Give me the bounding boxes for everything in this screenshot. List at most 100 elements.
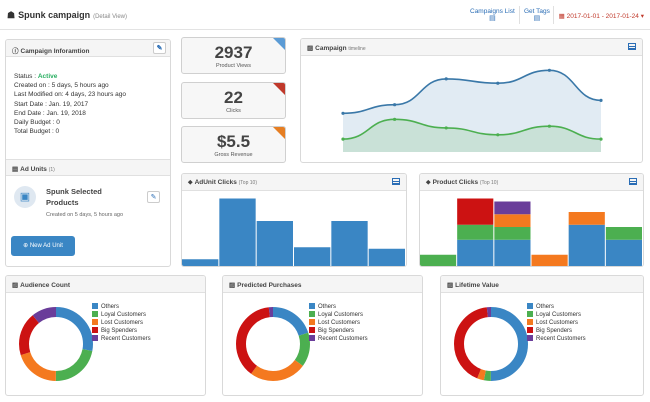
adunit-bar [368,248,405,266]
timeline-line-1 [342,118,602,140]
revenue-corner-icon [273,127,285,139]
donut-slice [236,307,310,381]
lifetime-value-legend: Others Loyal Customers Lost Customers Bi… [527,303,586,343]
timeline-area-0 [343,70,601,152]
legend-swatch [92,311,98,317]
table-view-icon[interactable] [629,178,637,185]
legend-swatch [92,335,98,341]
table-view-icon[interactable] [392,178,400,185]
legend-swatch [309,319,315,325]
image-icon: ▣ [14,186,36,208]
clicks-corner-icon [273,83,285,95]
product-bar-segment [494,227,531,240]
campaign-info-panel: ⓘ Campaign Inforamtion ✎ Status : Active … [5,39,171,267]
chart-icon: ▨ [447,282,454,289]
campaigns-list-label: Campaigns List [470,8,515,15]
adunit-clicks-subtitle: (Top 10) [238,180,257,186]
divider [553,6,554,24]
campaigns-list-link[interactable]: Campaigns List ▤ [470,8,515,23]
product-bar-segment [494,239,531,266]
legend-swatch [92,319,98,325]
tag-icon: ⬥ [188,179,193,186]
adunit-clicks-title: AdUnit Clicks [194,179,237,186]
lifetime-value-header: ▨ Lifetime Value [441,276,643,293]
timeline-point [496,81,500,85]
legend-swatch [527,335,533,341]
product-clicks-panel: ⬥ Product Clicks (Top 10) [419,173,644,267]
product-views-card: 2937 Product Views [181,37,286,74]
timeline-point [341,137,345,141]
legend-swatch [527,303,533,309]
audience-count-donut [19,307,93,381]
timeline-chart [341,68,603,152]
adunit-bar [331,221,368,266]
views-corner-icon [273,38,285,50]
date-range-picker[interactable]: ▦ 2017-01-01 - 2017-01-24 ▾ [559,12,644,20]
status-badge: Active [37,73,58,80]
timeline-header: ▨ Campaign timeline [301,39,642,56]
legend-swatch [309,311,315,317]
legend-item: Lost Customers [92,319,151,327]
ad-unit-name[interactable]: Spunk Selected Products [46,187,102,207]
caret-down-icon: ▾ [640,13,644,20]
legend-item: Loyal Customers [92,311,151,319]
chart-icon: ▨ [229,282,236,289]
page-subtitle: (Detail View) [93,14,127,20]
table-view-icon[interactable] [628,43,636,50]
top-bar: ☗ Spunk campaign (Detail View) Campaigns L… [0,0,650,30]
timeline-point [341,111,345,115]
product-bar-segment [457,239,494,266]
product-bar-segment [457,198,494,225]
chart-icon: ▨ [307,45,314,52]
product-views-value: 2937 [214,43,253,62]
lifetime-value-title: Lifetime Value [455,282,499,289]
campaign-info-title: Campaign Inforamtion [20,48,90,55]
product-bar-segment [457,224,494,240]
product-clicks-subtitle: (Top 10) [479,180,499,186]
legend-item: Big Spenders [92,327,151,335]
timeline-point [393,117,397,121]
get-tags-label: Get Tags [524,8,550,15]
timeline-point [444,77,448,81]
timeline-subtitle: timeline [348,46,366,52]
predicted-purchases-panel: ▨ Predicted Purchases Others Loyal Custom… [222,275,423,396]
audience-count-header: ▨ Audience Count [6,276,205,293]
legend-swatch [309,303,315,309]
audience-count-legend: Others Loyal Customers Lost Customers Bi… [92,303,151,343]
timeline-point [599,98,603,102]
predicted-purchases-donut [236,307,310,381]
edit-ad-unit-button[interactable]: ✎ [147,191,160,203]
predicted-purchases-title: Predicted Purchases [237,282,302,289]
donut-slice [236,307,310,381]
timeline-point [496,133,500,137]
legend-item: Others [92,303,151,311]
campaign-icon: ☗ [7,10,16,20]
legend-swatch [527,327,533,333]
legend-item: Others [309,303,368,311]
get-tags-link[interactable]: Get Tags ▤ [524,8,550,23]
legend-item: Big Spenders [527,327,586,335]
adunit-bar [182,259,219,266]
legend-swatch [92,303,98,309]
product-clicks-header: ⬥ Product Clicks (Top 10) [420,174,643,191]
new-ad-unit-button[interactable]: ⊕ New Ad Unit [11,236,75,256]
edit-campaign-button[interactable]: ✎ [153,42,166,54]
daily-budget: Daily Budget : 0 [14,119,60,127]
legend-item: Recent Customers [92,335,151,343]
status-row: Status : Active [14,72,162,81]
legend-swatch [527,311,533,317]
timeline-point [547,68,551,72]
product-clicks-chart [420,198,642,266]
campaign-timeline-panel: ▨ Campaign timeline [300,38,643,163]
new-ad-unit-label: New Ad Unit [29,243,63,249]
predicted-purchases-legend: Others Loyal Customers Lost Customers Bi… [309,303,368,343]
adunit-bar [294,247,331,266]
donut-slice [454,307,528,381]
timeline-point [547,124,551,128]
product-bar-segment [568,224,605,266]
donut-slice [19,307,93,381]
last-modified: Last Modified on: 4 days, 23 hours ago [14,91,127,99]
donut-slice [19,307,93,381]
legend-item: Recent Customers [527,335,586,343]
campaign-info-header: ⓘ Campaign Inforamtion ✎ [6,40,170,57]
